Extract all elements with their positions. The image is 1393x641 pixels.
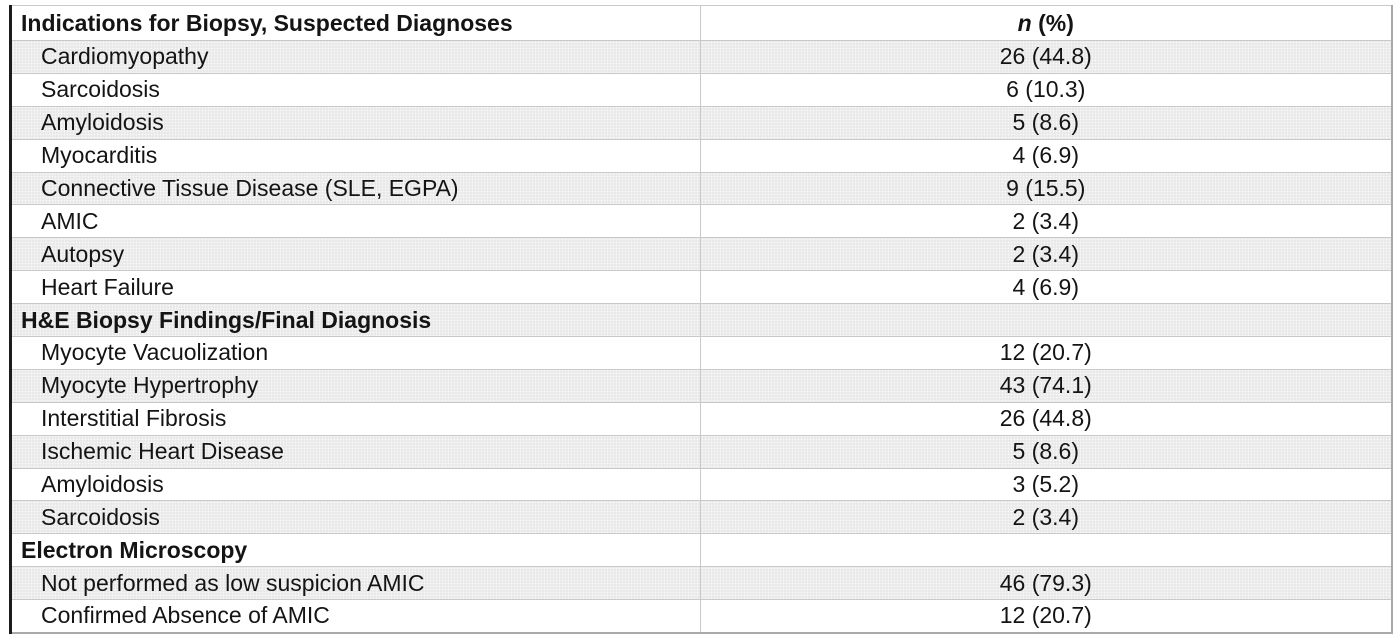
row-label: Myocyte Hypertrophy: [10, 368, 701, 403]
row-value: 12 (20.7): [700, 599, 1392, 633]
table-row: Myocyte Hypertrophy 43 (74.1): [10, 368, 1392, 403]
row-value: 3 (5.2): [700, 467, 1392, 501]
table-row: Not performed as low suspicion AMIC 46 (…: [10, 566, 1392, 600]
table-row: Amyloidosis 3 (5.2): [10, 467, 1392, 501]
row-value: 9 (15.5): [700, 171, 1392, 205]
row-label: Amyloidosis: [10, 105, 701, 140]
row-label: Cardiomyopathy: [10, 40, 701, 74]
section-label: H&E Biopsy Findings/Final Diagnosis: [10, 303, 701, 337]
data-table: Indications for Biopsy, Suspected Diagno…: [9, 5, 1393, 634]
row-value: 43 (74.1): [700, 368, 1392, 403]
row-label: Connective Tissue Disease (SLE, EGPA): [10, 171, 701, 205]
row-label: Myocyte Vacuolization: [10, 336, 701, 370]
table-row: Amyloidosis 5 (8.6): [10, 105, 1392, 140]
biopsy-findings-table: Indications for Biopsy, Suspected Diagno…: [9, 5, 1393, 634]
table-row: Confirmed Absence of AMIC 12 (20.7): [10, 599, 1392, 633]
row-value: [700, 303, 1392, 337]
row-label: Confirmed Absence of AMIC: [10, 599, 701, 633]
column-header-indications: Indications for Biopsy, Suspected Diagno…: [10, 5, 701, 41]
section-label: Electron Microscopy: [10, 533, 701, 567]
header-row: Indications for Biopsy, Suspected Diagno…: [10, 5, 1392, 41]
table-row: Connective Tissue Disease (SLE, EGPA) 9 …: [10, 171, 1392, 205]
table-row: Autopsy 2 (3.4): [10, 237, 1392, 271]
row-label: Interstitial Fibrosis: [10, 401, 701, 436]
table-row: Interstitial Fibrosis 26 (44.8): [10, 401, 1392, 436]
section-header-row: Electron Microscopy: [10, 533, 1392, 567]
row-value: 4 (6.9): [700, 138, 1392, 173]
row-value: 12 (20.7): [700, 336, 1392, 370]
table-row: Sarcoidosis 2 (3.4): [10, 500, 1392, 534]
row-value: 26 (44.8): [700, 401, 1392, 436]
row-label: Autopsy: [10, 237, 701, 271]
row-label: Ischemic Heart Disease: [10, 434, 701, 469]
table-row: Myocarditis 4 (6.9): [10, 138, 1392, 173]
row-value: 5 (8.6): [700, 105, 1392, 140]
row-label: Amyloidosis: [10, 467, 701, 501]
column-header-n-percent: n (%): [701, 6, 1392, 41]
table-row: Myocyte Vacuolization 12 (20.7): [10, 336, 1392, 370]
table-row: Cardiomyopathy 26 (44.8): [10, 40, 1392, 74]
table-row: AMIC 2 (3.4): [10, 204, 1392, 238]
row-value: [700, 533, 1392, 567]
row-value: 2 (3.4): [700, 237, 1392, 271]
percent-label: (%): [1038, 9, 1074, 36]
row-value: 6 (10.3): [700, 72, 1392, 107]
section-header-row: H&E Biopsy Findings/Final Diagnosis: [10, 303, 1392, 337]
row-value: 4 (6.9): [700, 270, 1392, 304]
row-label: Heart Failure: [10, 270, 701, 304]
table-row: Heart Failure 4 (6.9): [10, 270, 1392, 304]
row-label: Not performed as low suspicion AMIC: [10, 566, 701, 600]
row-value: 26 (44.8): [700, 40, 1392, 74]
row-label: Sarcoidosis: [10, 72, 701, 107]
row-label: Sarcoidosis: [10, 500, 701, 534]
row-value: 2 (3.4): [700, 204, 1392, 238]
table-row: Sarcoidosis 6 (10.3): [10, 72, 1392, 107]
n-italic-label: n: [1017, 9, 1032, 36]
row-value: 2 (3.4): [700, 500, 1392, 534]
row-value: 5 (8.6): [700, 434, 1392, 469]
row-label: AMIC: [10, 204, 701, 238]
row-label: Myocarditis: [10, 138, 701, 173]
row-value: 46 (79.3): [700, 566, 1392, 600]
table-row: Ischemic Heart Disease 5 (8.6): [10, 434, 1392, 469]
